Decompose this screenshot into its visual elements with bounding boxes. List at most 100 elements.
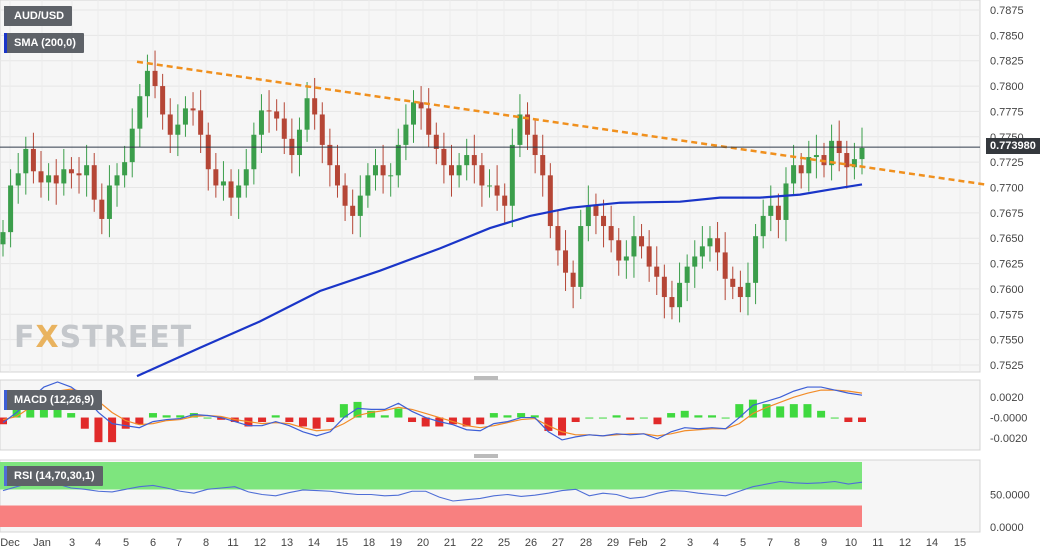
date-tick-label: 8 bbox=[203, 537, 209, 549]
macd-histogram-bar bbox=[830, 417, 839, 419]
macd-histogram-bar bbox=[326, 417, 335, 423]
candle-body bbox=[715, 238, 721, 253]
macd-histogram-bar bbox=[844, 417, 853, 423]
macd-histogram-bar bbox=[762, 404, 771, 418]
candle-body bbox=[304, 98, 310, 130]
candle-body bbox=[768, 205, 774, 216]
macd-histogram-bar bbox=[789, 404, 798, 418]
date-tick-label: 3 bbox=[687, 537, 693, 549]
candle-body bbox=[487, 185, 493, 187]
candle-body bbox=[30, 148, 36, 172]
macd-histogram-bar bbox=[558, 417, 567, 436]
date-tick-label: 11 bbox=[872, 537, 883, 549]
macd-histogram-bar bbox=[285, 417, 294, 423]
candle-body bbox=[258, 110, 264, 135]
macd-histogram-bar bbox=[503, 415, 512, 418]
date-tick-label: 13 bbox=[281, 537, 293, 549]
rsi-legend: RSI (14,70,30,1) bbox=[4, 466, 103, 486]
candle-body bbox=[281, 118, 287, 139]
macd-histogram-bar bbox=[544, 417, 553, 431]
candle-body bbox=[152, 70, 158, 87]
symbol-label: AUD/USD bbox=[4, 6, 73, 26]
candle-body bbox=[205, 134, 211, 170]
candle-body bbox=[327, 144, 333, 166]
candle-body bbox=[122, 162, 128, 176]
candle-body bbox=[0, 232, 6, 245]
macd-histogram-bar bbox=[639, 417, 648, 419]
candle-body bbox=[243, 169, 249, 186]
macd-histogram-bar bbox=[462, 417, 471, 427]
candle-body bbox=[601, 215, 607, 227]
price-tick-label: 0.7875 bbox=[990, 5, 1024, 17]
rsi-oversold-zone bbox=[0, 505, 862, 527]
rsi-overbought-zone bbox=[0, 462, 862, 490]
date-tick-label: 19 bbox=[390, 537, 402, 549]
macd-histogram-bar bbox=[94, 417, 103, 443]
pane-resize-handle bbox=[474, 376, 498, 380]
candle-body bbox=[198, 110, 204, 135]
date-tick-label: 15 bbox=[336, 537, 348, 549]
candle-body bbox=[813, 155, 819, 158]
candle-body bbox=[661, 276, 667, 298]
date-tick-label: 18 bbox=[363, 537, 375, 549]
candle-body bbox=[585, 205, 591, 227]
candle-body bbox=[563, 250, 569, 273]
date-tick-label: 10 bbox=[845, 537, 857, 549]
resistance-trendline bbox=[136, 60, 986, 186]
date-tick-label: 14 bbox=[308, 537, 320, 549]
candle-body bbox=[730, 278, 736, 287]
macd-histogram-bar bbox=[571, 417, 580, 423]
candle-body bbox=[91, 165, 97, 200]
macd-tick-label: -0.0000 bbox=[990, 413, 1027, 425]
candle-body bbox=[426, 108, 432, 135]
candle-body bbox=[829, 140, 835, 166]
macd-histogram-bar bbox=[748, 399, 757, 418]
macd-histogram-bar bbox=[203, 417, 212, 419]
macd-histogram-bar bbox=[721, 417, 730, 419]
macd-histogram-bar bbox=[694, 415, 703, 418]
price-tick-label: 0.7525 bbox=[990, 360, 1024, 372]
macd-histogram-bar bbox=[0, 417, 7, 425]
candle-body bbox=[403, 124, 409, 145]
macd-histogram-bar bbox=[394, 408, 403, 418]
macd-histogram-bar bbox=[408, 417, 417, 423]
candle-body bbox=[570, 272, 576, 287]
rsi-tick-label: 50.0000 bbox=[990, 490, 1030, 502]
macd-histogram-bar bbox=[626, 417, 635, 420]
candle-body bbox=[851, 159, 857, 168]
candle-body bbox=[502, 195, 508, 206]
date-tick-label: 15 bbox=[954, 537, 966, 549]
candle-body bbox=[806, 157, 812, 174]
macd-histogram-bar bbox=[258, 417, 267, 423]
candle-body bbox=[555, 226, 561, 251]
candle-body bbox=[532, 134, 538, 156]
price-tick-label: 0.7850 bbox=[990, 30, 1024, 42]
date-tick-label: 25 bbox=[498, 537, 510, 549]
candle-body bbox=[388, 175, 394, 177]
candle-body bbox=[395, 144, 401, 176]
macd-histogram-bar bbox=[653, 417, 662, 425]
candle-body bbox=[15, 173, 21, 186]
macd-tick-label: 0.0020 bbox=[990, 392, 1024, 404]
candle-body bbox=[46, 175, 52, 183]
candle-body bbox=[175, 124, 181, 135]
date-tick-label: 20 bbox=[417, 537, 429, 549]
candle-body bbox=[228, 181, 234, 198]
macd-histogram-bar bbox=[476, 417, 485, 425]
macd-histogram-bar bbox=[176, 415, 185, 418]
macd-histogram-bar bbox=[121, 417, 130, 429]
candle-body bbox=[350, 205, 356, 216]
macd-histogram-bar bbox=[680, 410, 689, 418]
date-tick-label: 7 bbox=[767, 537, 773, 549]
candle-body bbox=[8, 185, 14, 233]
macd-histogram-bar bbox=[298, 417, 307, 427]
candle-body bbox=[99, 199, 105, 219]
candle-body bbox=[525, 114, 531, 135]
candle-body bbox=[23, 148, 29, 174]
candle-body bbox=[236, 185, 242, 198]
price-tick-label: 0.7650 bbox=[990, 233, 1024, 245]
macd-histogram-bar bbox=[858, 417, 866, 423]
candle-body bbox=[144, 70, 150, 97]
candle-body bbox=[859, 147, 865, 160]
rsi-tick-label: 0.0000 bbox=[990, 522, 1024, 534]
